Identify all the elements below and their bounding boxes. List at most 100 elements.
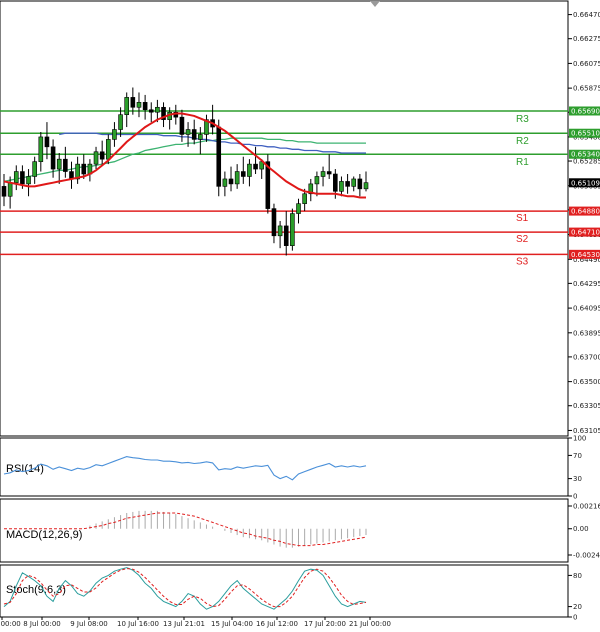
macd-plot-frame (0, 498, 569, 563)
candle-body (179, 116, 185, 135)
y-tick-label: 0.64295 (573, 280, 600, 288)
candle-body (50, 146, 56, 170)
x-tick-label: 9 Jul 08:00 (70, 620, 108, 628)
rsi-plot-frame (0, 437, 569, 497)
candle-body (216, 126, 222, 187)
stoch-tick-label: 80 (573, 572, 582, 580)
level-price-label: 0.64880 (571, 208, 600, 216)
macd-tick-label: -0.002497 (573, 552, 600, 560)
candle-body (204, 119, 209, 135)
candle-body (161, 106, 166, 120)
rsi-tick-label: 0 (573, 493, 577, 501)
level-label-s1: S1 (516, 213, 529, 224)
level-price-box (569, 249, 600, 259)
moving-average-red (3, 112, 366, 199)
y-tick-label: 0.66275 (573, 35, 600, 43)
candle-body (191, 129, 197, 140)
candle-body (1, 186, 7, 197)
x-tick-label: 16 Jul 12:00 (256, 620, 298, 628)
level-price-box (569, 206, 600, 216)
x-tick-label: 8 Jul 00:00 (23, 620, 61, 628)
current-price-label: 0.65109 (571, 179, 600, 187)
candle-body (118, 114, 123, 130)
candle-body (20, 171, 25, 185)
level-label-r3: R3 (516, 114, 529, 125)
stoch-tick-label: 20 (573, 603, 582, 611)
candle-body (333, 173, 338, 192)
level-label-r2: R2 (516, 136, 529, 147)
level-price-label: 0.64530 (571, 251, 600, 259)
y-tick-label: 0.65875 (573, 85, 600, 93)
moving-average-blue (59, 132, 366, 154)
candle-body (38, 136, 44, 162)
candle-body (148, 109, 154, 113)
candle-body (155, 106, 160, 113)
stoch-title: Stoch(9,6,3) (6, 584, 66, 596)
y-tick-label: 0.63700 (573, 353, 600, 361)
level-price-label: 0.65690 (571, 107, 600, 115)
candle-body (185, 129, 191, 135)
candle-body (81, 163, 87, 175)
stoch-panel: 80 20 0 Stoch(9,6,3) (0, 564, 582, 622)
y-tick-label: 0.63105 (573, 427, 600, 435)
candle-body (106, 139, 111, 160)
scroll-marker-icon (370, 1, 380, 7)
rsi-line (3, 456, 367, 481)
macd-panel: 0.002164 0.00 -0.002497 MACD(12,26,9) (0, 498, 600, 563)
x-tick-label: 13 Jul 21:01 (163, 620, 205, 628)
stoch-plot-frame (0, 564, 569, 618)
candle-body (314, 176, 320, 185)
candle-body (26, 176, 31, 185)
y-tick-label: 0.64095 (573, 305, 600, 313)
candle-body (265, 161, 271, 209)
candle-body (308, 183, 314, 195)
x-tick-label: 10 Jul 16:00 (117, 620, 159, 628)
candle-body (112, 129, 117, 140)
price-panel: 0.664700.662750.660750.658750.656800.654… (0, 0, 600, 437)
price-plot-frame (0, 0, 569, 437)
macd-signal-line (4, 512, 367, 547)
level-label-s3: S3 (516, 256, 529, 267)
candle-body (357, 178, 363, 190)
macd-tick-label: 0.00 (573, 525, 589, 533)
candle-body (32, 161, 37, 177)
level-price-box (569, 149, 600, 159)
level-label-r1: R1 (516, 157, 529, 168)
candle-body (198, 134, 203, 140)
y-tick-label: 0.66075 (573, 60, 600, 68)
candle-body (339, 181, 344, 192)
candle-body (136, 102, 142, 108)
level-price-label: 0.65340 (571, 151, 600, 159)
rsi-tick-label: 30 (573, 475, 582, 483)
rsi-tick-label: 100 (573, 435, 586, 443)
candle-body (247, 163, 252, 177)
y-tick-label: 0.65285 (573, 158, 600, 166)
candle-body (93, 151, 99, 165)
candle-body (345, 181, 350, 187)
candle-body (124, 97, 130, 115)
level-price-box (569, 128, 600, 138)
level-price-box (569, 106, 600, 116)
y-tick-label: 0.64490 (573, 256, 600, 264)
candle-body (234, 171, 240, 185)
candle-body (99, 151, 105, 160)
rsi-title: RSI(14) (6, 463, 44, 475)
stoch-tick-label: 0 (573, 614, 577, 622)
macd-tick-label: 0.002164 (573, 503, 600, 511)
candle-body (142, 102, 148, 111)
x-tick-label: 15 Jul 04:00 (211, 620, 253, 628)
candle-body (253, 163, 258, 170)
stoch-k-line (3, 567, 367, 610)
level-price-label: 0.64710 (571, 229, 600, 237)
candle-body (240, 171, 246, 177)
candle-body (351, 178, 357, 187)
stoch-d-line (3, 568, 367, 608)
candle-body (277, 225, 283, 237)
candle-body (271, 208, 277, 237)
level-label-s2: S2 (516, 234, 529, 245)
y-tick-label: 0.63305 (573, 402, 600, 410)
y-tick-label: 0.63895 (573, 329, 600, 337)
candle-body (326, 171, 332, 175)
macd-title: MACD(12,26,9) (6, 529, 82, 541)
